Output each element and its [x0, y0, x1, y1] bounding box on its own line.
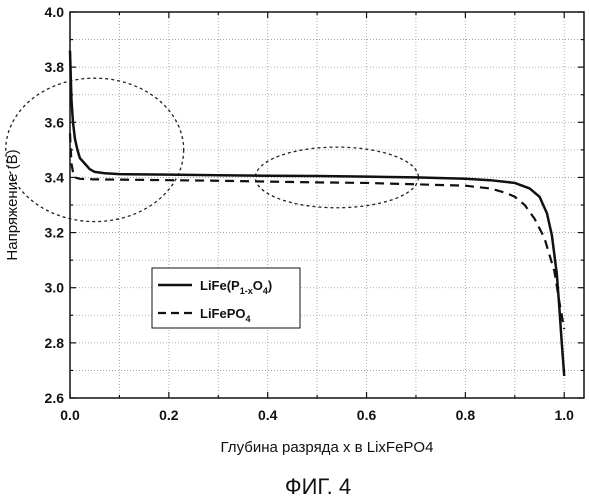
axis-ticks: [70, 12, 584, 398]
y-tick-label: 4.0: [45, 4, 65, 20]
tick-labels: 0.0 0.2 0.4 0.6 0.8 1.0 2.6 2.8 3.0 3.2 3.4 3.6 3.8 4…: [45, 4, 575, 423]
y-tick-label: 3.2: [45, 225, 65, 241]
x-tick-label: 1.0: [554, 407, 574, 423]
x-tick-label: 0.4: [258, 407, 278, 423]
legend: LiFe(P1-xO4) LiFePO4: [152, 268, 300, 328]
y-tick-label: 3.0: [45, 280, 65, 296]
y-tick-label: 3.4: [45, 169, 65, 185]
dotted-ellipses: [6, 78, 419, 221]
x-axis-label: Глубина разряда х в LixFePO4: [221, 439, 434, 456]
x-tick-label: 0.0: [60, 407, 80, 423]
grid-lines: [70, 12, 584, 398]
plot-frame: [70, 12, 584, 398]
y-axis-label: Напряжение (В): [4, 149, 21, 260]
y-tick-label: 2.8: [45, 335, 65, 351]
x-tick-label: 0.2: [159, 407, 179, 423]
y-tick-label: 2.6: [45, 390, 65, 406]
x-tick-label: 0.6: [357, 407, 377, 423]
x-tick-label: 0.8: [456, 407, 476, 423]
y-tick-label: 3.6: [45, 114, 65, 130]
y-tick-label: 3.8: [45, 59, 65, 75]
figure-caption: ФИГ. 4: [285, 474, 351, 499]
